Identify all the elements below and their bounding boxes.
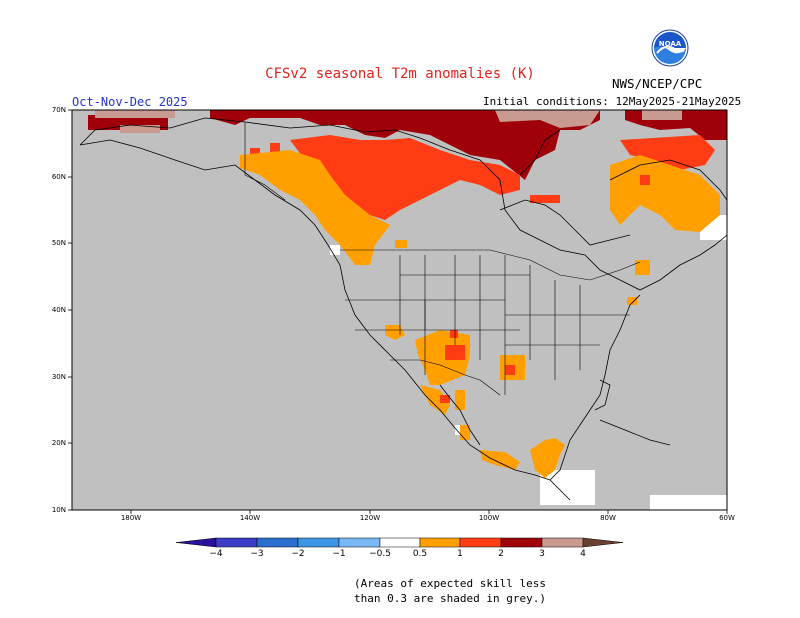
anomaly-region-west-canada-orange <box>240 150 390 265</box>
colorbar-segment <box>297 537 340 548</box>
lat-label-70n: 70N <box>52 106 66 114</box>
colorbar-tick: 3 <box>539 549 545 559</box>
lat-label-50n: 50N <box>52 239 66 247</box>
initial-conditions: Initial conditions: 12May2025-21May2025 <box>483 95 742 108</box>
colorbar-tick: 1 <box>457 549 463 559</box>
anomaly-region-yucatan-orange <box>530 438 565 478</box>
lon-label-80w: 80W <box>600 514 616 522</box>
footnote-line-1: (Areas of expected skill less <box>353 577 547 590</box>
colorbar-tick: −4 <box>209 549 223 559</box>
colorbar-segment <box>338 537 381 548</box>
noaa-logo-text: NOAA <box>659 40 682 48</box>
forecast-period: Oct-Nov-Dec 2025 <box>72 95 188 109</box>
lat-label-40n: 40N <box>52 306 66 314</box>
colorbar-segment <box>419 537 461 548</box>
colorbar-segment <box>256 537 299 548</box>
anomaly-region-labrador-orange <box>610 155 720 232</box>
colorbar-tick: −1 <box>332 549 345 559</box>
colorbar-tick: −2 <box>291 549 304 559</box>
anomaly-region-arctic-darkred <box>210 110 600 180</box>
anomaly-region-mexico-orange <box>480 450 520 470</box>
colorbar-tick: 2 <box>498 549 504 559</box>
agency-label: NWS/NCEP/CPC <box>612 76 703 91</box>
colorbar-segment <box>541 537 584 548</box>
political-borders <box>244 122 641 396</box>
colorbar-arrow-high <box>582 537 624 548</box>
anomaly-region-quebec-red <box>620 135 715 170</box>
lat-label-30n: 30N <box>52 373 66 381</box>
footnote-line-2: than 0.3 are shaded in grey.) <box>353 592 547 605</box>
colorbar-segment <box>379 537 421 548</box>
longitude-ticks <box>130 510 728 514</box>
lon-label-180w: 180W <box>121 514 141 522</box>
colorbar <box>175 537 624 548</box>
skill-footnote: (Areas of expected skill less than 0.3 a… <box>300 576 600 606</box>
anomaly-region-alaska-pink <box>120 125 160 133</box>
coastlines <box>79 117 728 501</box>
lon-label-100w: 100W <box>479 514 499 522</box>
colorbar-labels: −4 −3 −2 −1 −0.5 0.5 1 2 3 4 <box>209 549 586 559</box>
noaa-logo-icon: NOAA <box>651 29 689 67</box>
colorbar-tick: −0.5 <box>369 549 391 559</box>
anomaly-region-baffin-pink <box>495 110 600 128</box>
colorbar-tick: 0.5 <box>413 549 427 559</box>
lat-label-60n: 60N <box>52 173 66 181</box>
lat-label-20n: 20N <box>52 439 66 447</box>
colorbar-tick: −3 <box>250 549 263 559</box>
colorbar-tick: 4 <box>580 549 586 559</box>
lon-label-60w: 60W <box>719 514 735 522</box>
colorbar-arrow-low <box>175 537 217 548</box>
map-title: CFSv2 seasonal T2m anomalies (K) <box>265 66 535 82</box>
anomaly-shading <box>88 110 727 478</box>
lon-label-140w: 140W <box>240 514 260 522</box>
lat-label-10n: 10N <box>52 506 66 514</box>
latitude-ticks <box>68 109 72 511</box>
colorbar-segment <box>500 537 543 548</box>
lon-label-120w: 120W <box>360 514 380 522</box>
colorbar-segment <box>459 537 502 548</box>
colorbar-segment <box>215 537 258 548</box>
